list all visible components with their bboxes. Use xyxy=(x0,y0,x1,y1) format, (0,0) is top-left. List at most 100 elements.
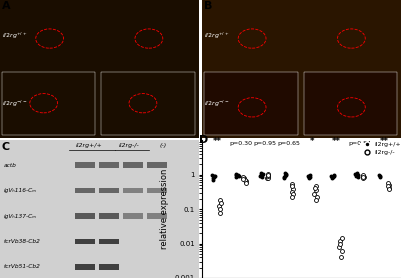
Point xyxy=(377,175,384,179)
Point xyxy=(313,188,319,193)
Point xyxy=(283,173,290,177)
Bar xyxy=(147,188,167,193)
Bar xyxy=(147,162,167,168)
Point xyxy=(265,174,271,178)
Point xyxy=(385,183,391,188)
Point xyxy=(283,172,289,176)
Point xyxy=(289,195,295,200)
Point xyxy=(288,182,295,186)
Text: actb: actb xyxy=(4,163,17,168)
Text: p=0.95: p=0.95 xyxy=(253,141,276,146)
Point xyxy=(259,173,265,177)
Point xyxy=(306,175,312,179)
Text: B: B xyxy=(205,1,213,11)
Text: **: ** xyxy=(332,137,341,146)
Point xyxy=(359,173,366,178)
Bar xyxy=(99,264,119,270)
Point xyxy=(282,173,288,178)
Text: $il2rg^{-/-}$: $il2rg^{-/-}$ xyxy=(205,99,230,109)
Point xyxy=(218,201,224,205)
Legend: il2rg+/+, il2rg-/-: il2rg+/+, il2rg-/- xyxy=(360,141,401,156)
Bar xyxy=(75,162,95,168)
Point xyxy=(330,175,337,179)
Text: C: C xyxy=(2,142,10,152)
Text: tcrVb38-Cb2: tcrVb38-Cb2 xyxy=(4,239,41,244)
Point xyxy=(354,175,361,179)
Point xyxy=(338,249,345,254)
Bar xyxy=(147,213,167,219)
Point xyxy=(239,175,246,179)
Point xyxy=(210,178,216,182)
Text: *: * xyxy=(310,137,315,146)
Point xyxy=(331,174,338,178)
Point xyxy=(233,175,240,179)
Point xyxy=(265,173,271,177)
Point xyxy=(312,185,318,190)
Point xyxy=(307,175,313,179)
Point xyxy=(352,172,358,176)
Point xyxy=(338,255,344,259)
Point xyxy=(216,204,222,209)
Point xyxy=(211,174,217,178)
Text: tcrVb51-Cb2: tcrVb51-Cb2 xyxy=(4,264,41,269)
Point xyxy=(386,182,392,187)
Point xyxy=(233,172,239,176)
Point xyxy=(257,174,263,178)
Point xyxy=(290,187,296,192)
Point xyxy=(235,173,241,177)
Point xyxy=(360,173,367,177)
Point xyxy=(337,241,343,246)
Bar xyxy=(123,188,143,193)
FancyBboxPatch shape xyxy=(101,71,194,135)
Bar xyxy=(75,213,95,219)
Text: p=0.84: p=0.84 xyxy=(349,141,372,146)
Bar xyxy=(123,162,143,168)
Point xyxy=(329,175,335,180)
Text: $il2rg^{-/-}$: $il2rg^{-/-}$ xyxy=(2,99,27,109)
Point xyxy=(281,175,288,179)
Point xyxy=(355,173,361,177)
FancyBboxPatch shape xyxy=(304,140,397,204)
Text: p=0.65: p=0.65 xyxy=(277,141,300,146)
Point xyxy=(311,192,318,196)
Point xyxy=(212,173,218,178)
Point xyxy=(241,178,248,182)
Point xyxy=(328,173,334,178)
Bar xyxy=(75,188,95,193)
Point xyxy=(210,176,217,180)
Point xyxy=(259,172,266,176)
Text: igVₕ137-Cₘ: igVₕ137-Cₘ xyxy=(4,214,37,219)
Point xyxy=(258,171,264,176)
Bar xyxy=(99,213,119,219)
Point xyxy=(243,181,249,185)
Point xyxy=(385,181,391,185)
Text: igVₕ116-Cₘ: igVₕ116-Cₘ xyxy=(4,188,37,193)
Point xyxy=(307,173,314,177)
Point xyxy=(217,210,224,215)
Text: $il2rg^{+/+}$: $il2rg^{+/+}$ xyxy=(205,30,230,41)
Text: A: A xyxy=(2,1,10,11)
Point xyxy=(265,172,271,176)
Point xyxy=(330,173,337,177)
Point xyxy=(290,192,296,196)
Point xyxy=(235,174,242,178)
FancyBboxPatch shape xyxy=(2,71,95,135)
Text: D: D xyxy=(198,135,208,145)
Point xyxy=(313,198,319,203)
Bar xyxy=(123,213,143,219)
Text: il2rg+/+: il2rg+/+ xyxy=(76,143,103,148)
Point xyxy=(289,190,295,194)
Point xyxy=(241,176,247,181)
Point xyxy=(314,195,320,200)
Point xyxy=(233,173,240,178)
Point xyxy=(259,175,265,179)
Point xyxy=(377,174,384,178)
Point xyxy=(217,198,223,203)
Point xyxy=(288,183,295,188)
Point xyxy=(360,175,367,179)
Bar xyxy=(75,264,95,270)
Bar xyxy=(99,162,119,168)
Point xyxy=(258,173,265,177)
Point xyxy=(306,173,312,178)
Point xyxy=(336,245,342,249)
